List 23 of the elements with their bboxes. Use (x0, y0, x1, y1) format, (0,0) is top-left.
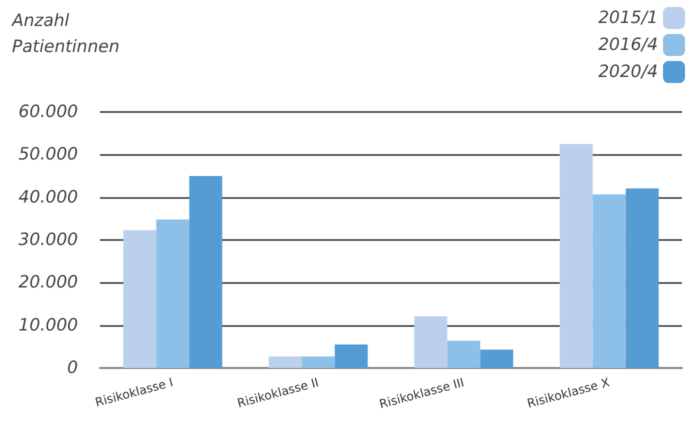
legend-label: 2016/4 (598, 35, 658, 55)
y-tick-label: 30.000 (18, 230, 78, 250)
bar (268, 356, 302, 368)
y-tick-label: 0 (67, 358, 78, 378)
bar (626, 188, 659, 368)
bar (334, 344, 368, 368)
bar (156, 220, 190, 368)
bar (302, 356, 335, 368)
bar (123, 230, 156, 368)
y-tick-label: 50.000 (18, 144, 78, 165)
y-tick-label: 20.000 (18, 272, 78, 293)
y-axis-title: Anzahl Patientinnen (11, 11, 120, 57)
legend-label: 2015/1 (598, 8, 658, 28)
y-tick-label: 10.000 (18, 315, 78, 336)
bar (480, 350, 514, 368)
bar (447, 340, 480, 368)
bar (592, 194, 626, 368)
bar (414, 316, 448, 368)
legend-label: 2020/4 (598, 62, 658, 82)
bar (189, 176, 222, 368)
y-tick-label: 40.000 (18, 187, 78, 208)
bar (560, 144, 593, 368)
y-tick-label: 60.000 (18, 102, 78, 122)
